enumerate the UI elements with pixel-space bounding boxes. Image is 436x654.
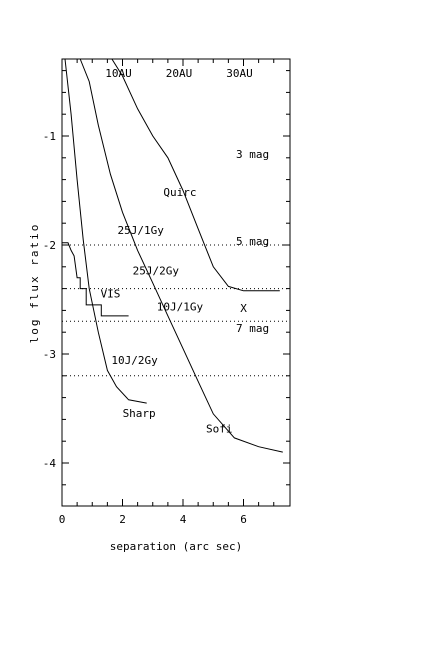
series-label: Sharp bbox=[123, 407, 156, 420]
x-tick-label: 6 bbox=[240, 513, 247, 526]
series-line-vis bbox=[62, 242, 129, 317]
magnitude-label: 7 mag bbox=[236, 322, 269, 335]
x-tick-label: 4 bbox=[180, 513, 187, 526]
x-tick-label: 2 bbox=[119, 513, 126, 526]
series-lines: Quirc Sofi Sharp VIS bbox=[62, 58, 283, 453]
reference-line-label: 25J/2Gy bbox=[133, 264, 180, 277]
y-tick-label: -2 bbox=[43, 239, 56, 252]
y-tick-label: -1 bbox=[43, 130, 56, 143]
reference-line-label: 25J/1Gy bbox=[117, 224, 164, 237]
axis-ticks: 0 2 4 6 -1 -2 -3 -4 10AU 20AU 30AU bbox=[43, 59, 290, 526]
magnitude-label: 3 mag bbox=[236, 148, 269, 161]
reference-line-label: 10J/2Gy bbox=[111, 354, 158, 367]
y-axis-label: log flux ratio bbox=[28, 223, 41, 344]
chart-labels: 3 mag 5 mag 7 mag X bbox=[236, 148, 269, 335]
series-label: Quirc bbox=[163, 186, 196, 199]
top-axis-label: 20AU bbox=[166, 67, 193, 80]
plot-frame bbox=[61, 58, 291, 507]
series-label: Sofi bbox=[206, 422, 233, 435]
reference-lines: 25J/1Gy 25J/2Gy 10J/1Gy 10J/2Gy bbox=[62, 224, 290, 377]
series-line-sofi bbox=[79, 58, 283, 453]
series-line-quirc bbox=[111, 58, 280, 292]
series-line-sharp bbox=[64, 58, 147, 404]
reference-line-label: 10J/1Gy bbox=[157, 300, 204, 313]
top-axis-label: 30AU bbox=[226, 67, 253, 80]
y-tick-label: -3 bbox=[43, 348, 56, 361]
magnitude-label: 5 mag bbox=[236, 235, 269, 248]
y-tick-label: -4 bbox=[43, 457, 57, 470]
series-label: VIS bbox=[100, 287, 120, 300]
x-axis-label: separation (arc sec) bbox=[110, 540, 242, 553]
x-tick-label: 0 bbox=[59, 513, 66, 526]
top-axis-label: 10AU bbox=[105, 67, 132, 80]
marker-x: X bbox=[240, 302, 247, 315]
